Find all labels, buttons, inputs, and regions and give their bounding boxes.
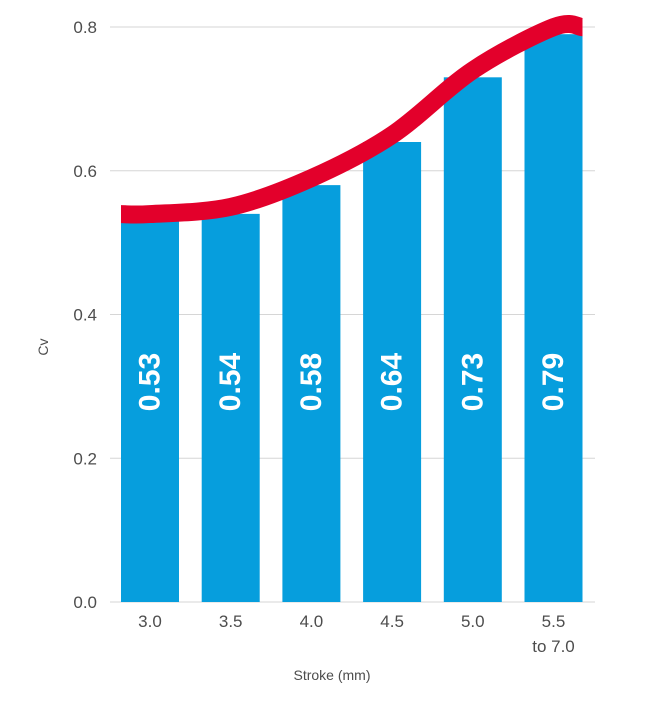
bar — [443, 77, 502, 602]
y-tick-label: 0.2 — [73, 449, 97, 468]
y-tick-label: 0.8 — [73, 18, 97, 37]
bar-value-label: 0.54 — [214, 352, 247, 411]
bar — [121, 221, 179, 602]
grid-lines — [110, 26, 595, 603]
trend-curve — [120, 15, 584, 224]
trend-curve-group — [120, 15, 584, 224]
bar — [282, 185, 341, 602]
x-tick-label: to 7.0 — [532, 637, 575, 656]
bar — [201, 213, 260, 602]
x-tick-label: 3.5 — [219, 612, 243, 631]
bar-value-label: 0.64 — [376, 352, 409, 411]
x-axis-title: Stroke (mm) — [294, 667, 371, 683]
bar-value-label: 0.79 — [537, 353, 570, 411]
y-axis-title: Cv — [35, 338, 51, 355]
x-tick-label: 5.5 — [542, 612, 566, 631]
x-tick-label: 5.0 — [461, 612, 485, 631]
x-tick-label: 4.0 — [300, 612, 324, 631]
x-axis-ticks: 3.0 3.5 4.0 4.5 5.0 5.5 to 7.0 — [138, 612, 575, 656]
x-tick-label: 3.0 — [138, 612, 162, 631]
bar — [524, 34, 583, 602]
y-tick-label: 0.4 — [73, 306, 97, 325]
bar-value-label: 0.58 — [295, 353, 328, 411]
bars: 0.53 0.54 0.58 0.64 0.73 0.79 — [121, 34, 583, 602]
y-axis-ticks: 0.0 0.2 0.4 0.6 0.8 — [73, 18, 97, 612]
bar — [363, 142, 422, 602]
x-tick-label: 4.5 — [380, 612, 404, 631]
bar-value-label: 0.53 — [134, 353, 167, 411]
y-tick-label: 0.0 — [73, 593, 97, 612]
y-tick-label: 0.6 — [73, 162, 97, 181]
bar-value-label: 0.73 — [456, 353, 489, 411]
